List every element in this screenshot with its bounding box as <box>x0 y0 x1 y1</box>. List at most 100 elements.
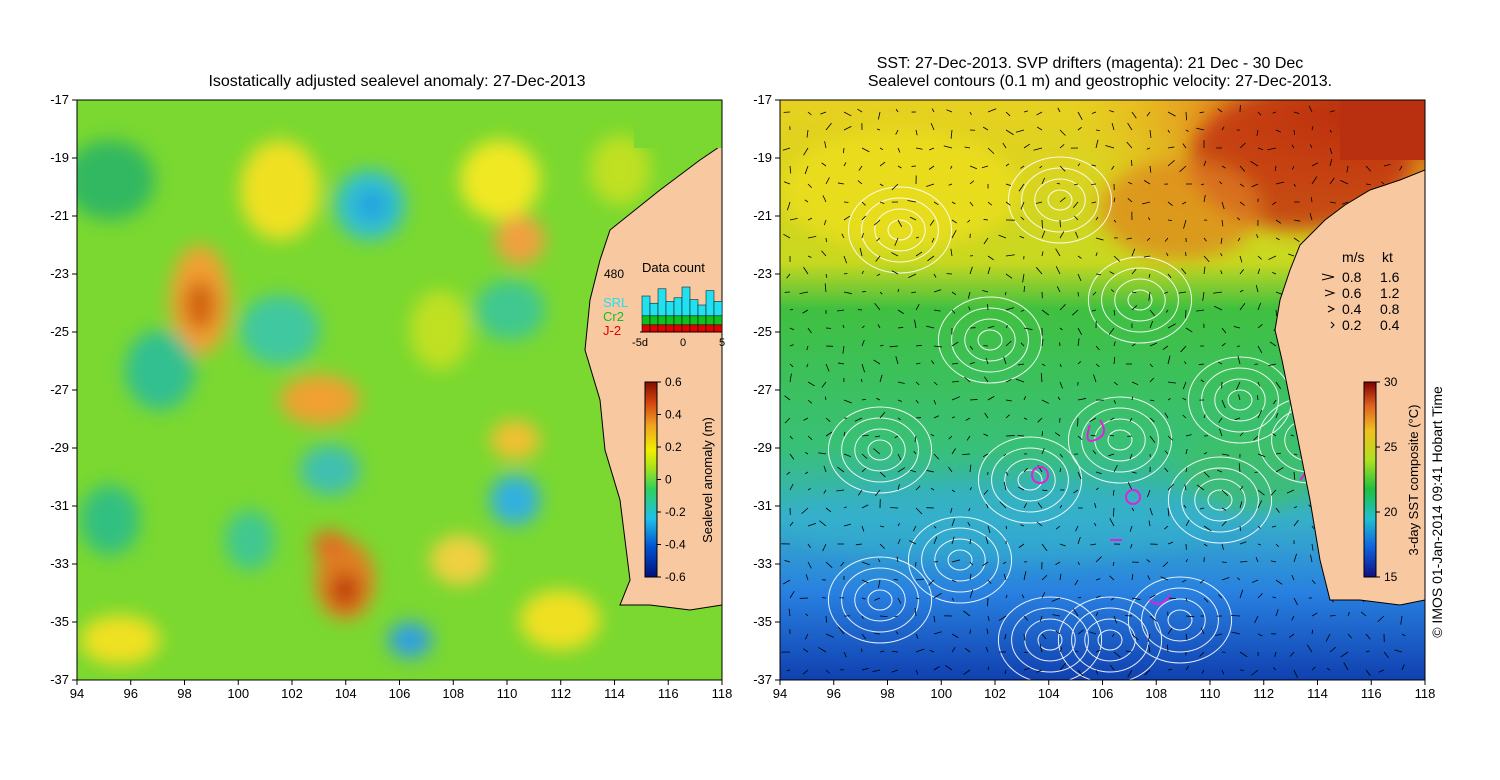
sla-field <box>77 135 650 665</box>
x-tick-label: 94 <box>773 686 787 701</box>
velocity-arrow <box>1199 111 1205 114</box>
velocity-arrow <box>1003 453 1007 457</box>
left-panel-title: Isostatically adjusted sealevel anomaly:… <box>208 73 585 90</box>
colorbar-tick-label: -0.2 <box>665 505 686 519</box>
velocity-arrow <box>1293 111 1300 114</box>
velocity-arrow <box>1059 363 1062 368</box>
velocity-arrow <box>843 651 847 658</box>
velocity-arrow <box>1340 180 1349 185</box>
y-tick-label: -25 <box>753 324 772 339</box>
right-land <box>1274 169 1425 606</box>
velocity-arrow <box>836 489 845 492</box>
velocity-arrow <box>873 219 881 226</box>
velocity-arrow <box>1023 651 1028 654</box>
velocity-arrow <box>789 435 793 440</box>
velocity-arrow <box>825 177 830 185</box>
velocity-arrow <box>825 615 828 623</box>
velocity-arrow <box>897 538 901 545</box>
velocity-arrow <box>933 615 936 623</box>
count-bar-segment <box>641 315 651 326</box>
velocity-arrow <box>1127 122 1133 131</box>
velocity-arrow <box>1293 183 1296 187</box>
velocity-arrow <box>1347 633 1353 639</box>
velocity-arrow <box>1257 255 1262 260</box>
velocity-arrow <box>951 341 959 347</box>
velocity-arrow <box>1018 183 1025 192</box>
velocity-arrow <box>1094 502 1097 509</box>
y-tick-label: -27 <box>753 382 772 397</box>
velocity-arrow <box>1110 597 1115 601</box>
velocity-arrow <box>843 126 852 131</box>
velocity-arrow <box>895 356 899 365</box>
velocity-arrow <box>1275 452 1281 455</box>
velocity-arrow <box>964 647 971 653</box>
velocity-arrow <box>1221 201 1225 210</box>
velocity-arrow <box>843 399 852 404</box>
velocity-arrow <box>1149 309 1156 317</box>
velocity-arrow <box>843 215 851 221</box>
velocity-arrow <box>1239 432 1244 437</box>
velocity-arrow <box>1346 165 1349 173</box>
velocity-arrow <box>914 435 917 443</box>
velocity-arrow <box>861 363 865 373</box>
velocity-arrow <box>861 147 870 153</box>
velocity-arrow <box>1055 266 1061 275</box>
x-tick-label: 104 <box>335 686 357 701</box>
velocity-arrow <box>842 324 845 329</box>
velocity-arrow <box>825 273 828 278</box>
velocity-arrow <box>1005 399 1012 402</box>
velocity-arrow <box>1077 126 1082 131</box>
velocity-arrow <box>1113 255 1121 262</box>
x-tick-label: 102 <box>281 686 303 701</box>
velocity-arrow <box>1125 650 1133 653</box>
velocity-arrow <box>824 283 827 293</box>
velocity-arrow <box>950 165 953 169</box>
x-tick-label: 118 <box>1415 686 1436 701</box>
velocity-arrow <box>963 669 971 675</box>
velocity-arrow <box>1147 633 1151 642</box>
colorbar-tick-label: 0 <box>665 473 672 487</box>
velocity-arrow <box>1167 597 1176 599</box>
velocity-arrow <box>1196 309 1205 312</box>
velocity-arrow <box>1271 201 1277 206</box>
geostrophic-velocity-vectors <box>781 105 1411 679</box>
velocity-arrow <box>1023 143 1031 149</box>
velocity-arrow <box>1239 201 1245 206</box>
velocity-arrow <box>1002 561 1007 565</box>
velocity-arrow <box>857 489 863 496</box>
velocity-arrow <box>861 325 865 329</box>
x-tick-label: 106 <box>1092 686 1114 701</box>
x-tick-label: 116 <box>658 686 679 701</box>
velocity-arrow <box>784 417 791 424</box>
velocity-arrow <box>1126 237 1133 240</box>
velocity-arrow <box>1325 633 1331 642</box>
velocity-arrow <box>1021 594 1025 599</box>
velocity-arrow <box>861 201 866 206</box>
velocity-arrow <box>933 525 937 529</box>
velocity-arrow <box>1005 254 1015 257</box>
velocity-arrow <box>1293 506 1298 509</box>
velocity-arrow <box>1056 286 1061 293</box>
velocity-arrow <box>872 669 881 673</box>
y-tick-label: -21 <box>753 208 772 223</box>
velocity-arrow <box>1239 501 1243 509</box>
velocity-arrow <box>873 448 881 455</box>
velocity-arrow <box>1239 303 1246 311</box>
velocity-arrow <box>946 109 953 113</box>
velocity-arrow <box>1182 397 1187 401</box>
velocity-arrow <box>1111 633 1115 638</box>
velocity-arrow <box>951 448 956 455</box>
count-bar-segment <box>713 315 723 326</box>
velocity-arrow <box>1095 129 1100 131</box>
velocity-legend-ms: 0.6 <box>1342 285 1362 301</box>
contour-line <box>867 589 893 611</box>
velocity-arrow <box>1131 268 1137 275</box>
y-tick-label: -31 <box>50 498 69 513</box>
velocity-arrow <box>1238 463 1241 473</box>
velocity-arrow <box>802 309 809 314</box>
velocity-arrow <box>1073 201 1079 209</box>
velocity-arrow <box>1160 576 1169 581</box>
velocity-arrow <box>837 309 845 312</box>
velocity-arrow <box>1275 237 1280 241</box>
